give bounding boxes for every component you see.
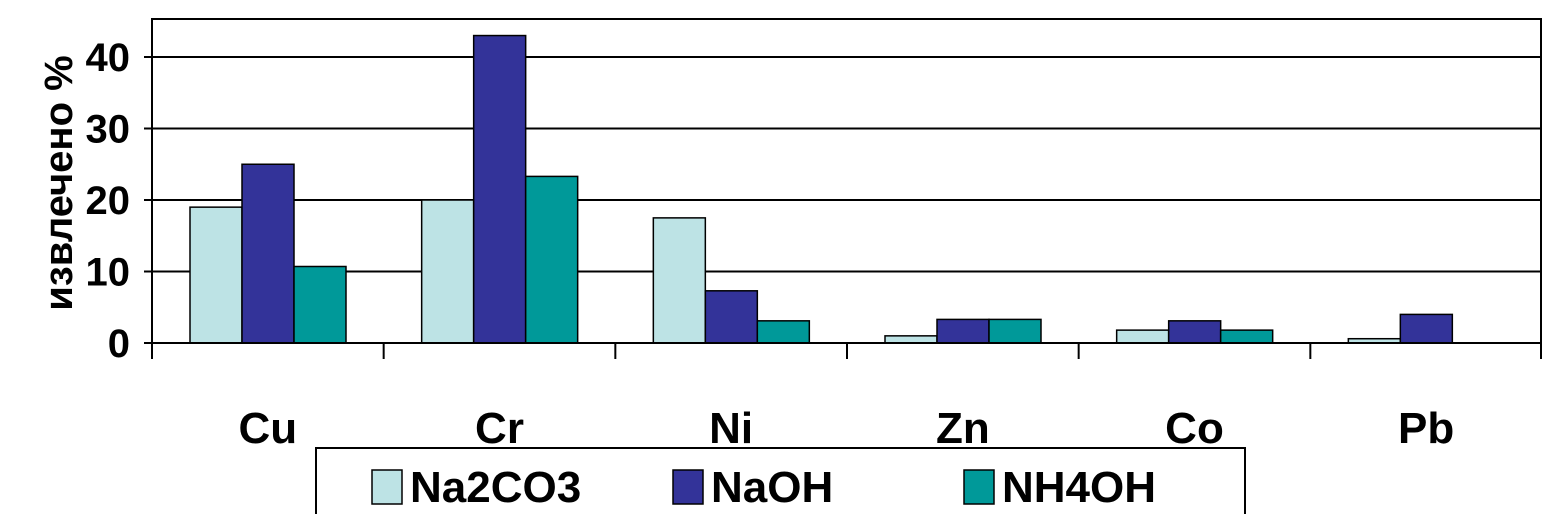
bar-naoh-cu	[241, 163, 295, 344]
legend-swatch-na2co3	[371, 469, 403, 505]
bar-naoh-co	[1167, 320, 1222, 344]
bar-na2co3-zn	[884, 335, 938, 344]
bar-na2co3-cu	[189, 206, 243, 344]
axes	[144, 19, 1542, 359]
bar-naoh-cr	[472, 34, 527, 344]
bar-nh4oh-co	[1219, 329, 1274, 344]
y-axis-label: извлечено %	[37, 55, 81, 310]
legend-label-na2co3: Na2CO3	[410, 463, 581, 512]
x-tick-label: Ni	[709, 404, 753, 453]
bar-na2co3-cr	[420, 199, 475, 344]
y-tick-label: 30	[86, 108, 131, 152]
x-tick-label: Cr	[475, 404, 524, 453]
y-tick-label: 0	[108, 322, 130, 366]
legend-label-nh4oh: NH4OH	[1002, 463, 1156, 512]
bar-nh4oh-zn	[988, 318, 1042, 344]
plot-area-border	[151, 18, 1542, 344]
legend-swatch-naoh	[672, 469, 704, 505]
bar-nh4oh-cu	[293, 265, 347, 344]
bar-naoh-pb	[1399, 313, 1454, 344]
x-tick-labels: Cu Cr Ni Zn Co Pb	[239, 404, 1455, 453]
legend: Na2CO3 NaOH NH4OH	[315, 447, 1246, 519]
bar-naoh-zn	[936, 318, 990, 344]
legend-label-naoh: NaOH	[711, 463, 833, 512]
bar-nh4oh-ni	[756, 320, 811, 344]
y-tick-labels: 0 10 20 30 40	[86, 36, 131, 366]
gridlines	[151, 18, 1542, 344]
bar-naoh-ni	[704, 290, 759, 344]
x-tick-label: Pb	[1398, 404, 1454, 453]
x-tick-label: Cu	[239, 404, 298, 453]
bars	[189, 34, 1454, 344]
y-tick-label: 10	[86, 251, 131, 295]
y-tick-label: 20	[86, 179, 131, 223]
bar-nh4oh-cr	[524, 175, 579, 344]
y-tick-label: 40	[86, 36, 131, 80]
x-tick-label: Zn	[936, 404, 990, 453]
x-tick-label: Co	[1165, 404, 1224, 453]
bar-na2co3-co	[1115, 329, 1170, 344]
legend-swatch-nh4oh	[963, 469, 995, 505]
legend-box	[315, 447, 1246, 519]
bar-na2co3-ni	[652, 217, 707, 344]
